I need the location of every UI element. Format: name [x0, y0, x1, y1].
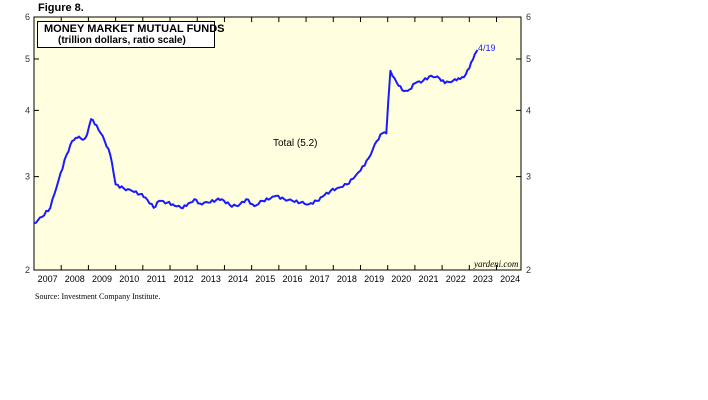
- y-tick-label-left: 5: [25, 54, 30, 64]
- y-tick-label-right: 5: [526, 54, 531, 64]
- watermark: yardeni.com: [474, 259, 519, 269]
- x-tick-label: 2012: [174, 274, 194, 284]
- end-date-label: 4/19: [478, 43, 496, 53]
- y-tick-label-left: 6: [25, 12, 30, 22]
- x-tick-label: 2010: [119, 274, 139, 284]
- x-tick-label: 2023: [473, 274, 493, 284]
- x-tick-label: 2009: [92, 274, 112, 284]
- series-line-total: [33, 49, 479, 225]
- x-tick-label: 2017: [310, 274, 330, 284]
- x-tick-label: 2008: [65, 274, 85, 284]
- y-tick-label-right: 4: [526, 105, 531, 115]
- series-label: Total (5.2): [273, 138, 318, 149]
- x-axis: 2007 2008 2009 2010 2011 2012 2013 2014 2015 2016…: [38, 17, 520, 284]
- y-axis: 2 2 3 3 4 4 5 5 6 6: [25, 12, 531, 275]
- x-tick-label: 2007: [38, 274, 58, 284]
- x-tick-label: 2011: [147, 274, 166, 284]
- y-tick-label-left: 3: [25, 172, 30, 182]
- x-tick-label: 2021: [418, 274, 438, 284]
- chart-subtitle: (trillion dollars, ratio scale): [58, 35, 186, 46]
- x-tick-label: 2018: [337, 274, 357, 284]
- source-note: Source: Investment Company Institute.: [35, 292, 161, 301]
- x-tick-label: 2022: [446, 274, 466, 284]
- y-tick-label-left: 2: [25, 265, 30, 275]
- figure-label: Figure 8.: [38, 2, 84, 14]
- x-tick-label: 2013: [201, 274, 221, 284]
- x-tick-label: 2014: [228, 274, 248, 284]
- chart-title-box: MONEY MARKET MUTUAL FUNDS (trillion doll…: [37, 21, 225, 48]
- y-tick-label-right: 2: [526, 265, 531, 275]
- y-tick-label-right: 6: [526, 12, 531, 22]
- x-tick-label: 2015: [255, 274, 275, 284]
- y-tick-label-left: 4: [25, 105, 30, 115]
- x-tick-label: 2020: [391, 274, 411, 284]
- chart-title: MONEY MARKET MUTUAL FUNDS: [44, 23, 225, 35]
- x-tick-label: 2019: [364, 274, 384, 284]
- y-tick-label-right: 3: [526, 172, 531, 182]
- plot-area: [33, 16, 522, 271]
- x-tick-label: 2024: [500, 274, 520, 284]
- x-tick-label: 2016: [282, 274, 302, 284]
